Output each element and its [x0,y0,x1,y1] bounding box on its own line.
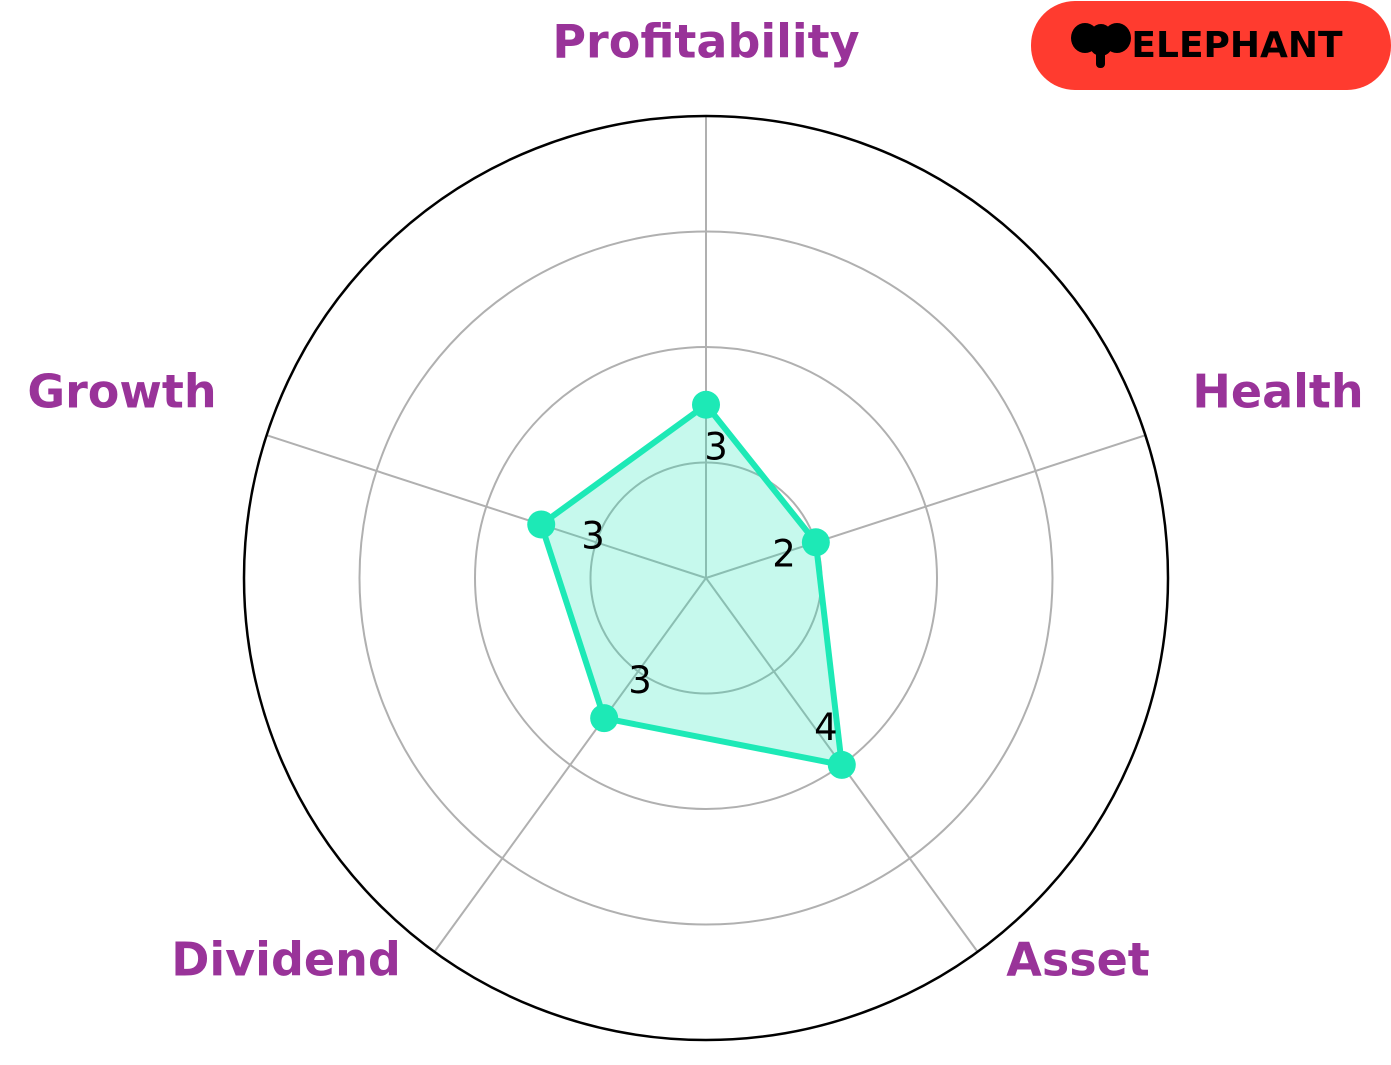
category-label: Profitability [552,15,859,69]
value-label: 3 [704,425,728,468]
data-point [527,510,556,539]
value-label: 2 [772,532,796,575]
data-point [827,750,856,779]
category-label: Health [1192,365,1363,419]
category-label: Dividend [171,933,401,987]
badge: ELEPHANT [1031,1,1391,90]
radar-area [538,401,845,768]
data-point [692,390,720,419]
value-label: 3 [581,515,605,558]
badge-background [1031,1,1391,90]
value-label: 4 [814,706,838,749]
outer-ring [242,114,1170,1042]
value-label: 3 [628,659,652,702]
grid-ring [358,230,1054,926]
category-label: Growth [27,365,216,419]
grid-ring [474,346,938,810]
category-label: Asset [1006,933,1150,987]
badge-text: ELEPHANT [1131,25,1343,66]
data-point [801,528,830,557]
plot: 3 2 4 3 3 Profitability Health Asset Dividend Gro… [27,15,1364,1042]
elephant-icon [1071,23,1131,68]
data-point [590,704,619,733]
